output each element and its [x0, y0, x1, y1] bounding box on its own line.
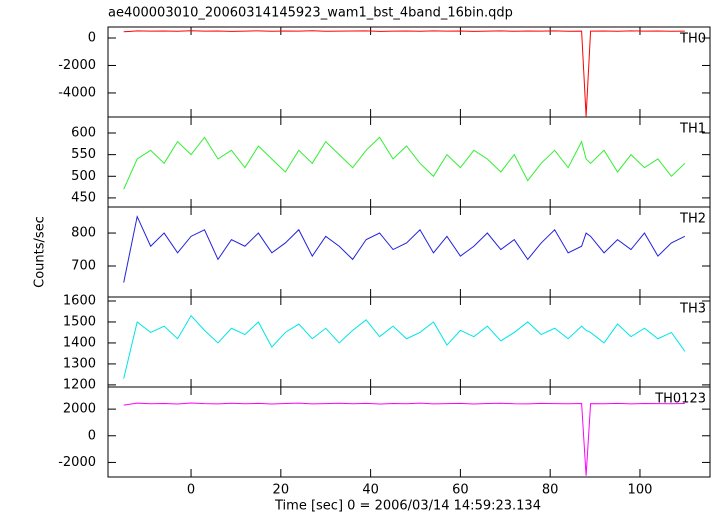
panel-label: TH0	[679, 32, 706, 47]
y-tick-label: 0	[88, 428, 96, 443]
x-tick-label: 20	[273, 483, 290, 498]
chart-title: ae400003010_20060314145923_wam1_bst_4ban…	[108, 6, 513, 21]
y-tick-label: 600	[71, 126, 96, 141]
panel-frame	[107, 116, 711, 208]
y-tick-label: 1200	[63, 377, 96, 392]
y-tick-label: 1500	[63, 314, 96, 329]
y-tick-label: 700	[71, 259, 96, 274]
panel-label: TH2	[679, 212, 706, 227]
x-tick-label: 100	[628, 483, 653, 498]
panel-frame	[107, 26, 711, 118]
y-tick-label: 550	[71, 147, 96, 162]
panel-label: TH0123	[654, 392, 706, 407]
y-tick-label: -2000	[58, 58, 96, 73]
panel-label: TH1	[679, 122, 706, 137]
panel-frame	[107, 206, 711, 298]
y-tick-label: 2000	[63, 402, 96, 417]
x-tick-label: 0	[187, 483, 195, 498]
y-tick-label: -2000	[58, 455, 96, 470]
x-tick-label: 80	[542, 483, 559, 498]
y-tick-label: -4000	[58, 85, 96, 100]
x-tick-label: 60	[452, 483, 469, 498]
y-tick-label: 0	[88, 30, 96, 45]
panel-frame	[107, 296, 711, 388]
y-tick-label: 1600	[63, 293, 96, 308]
panel-label: TH3	[679, 302, 706, 317]
x-axis-label: Time [sec] 0 = 2006/03/14 14:59:23.134	[274, 499, 541, 514]
y-axis-label: Counts/sec	[33, 216, 48, 288]
y-tick-label: 500	[71, 169, 96, 184]
y-tick-label: 800	[71, 226, 96, 241]
x-tick-label: 40	[362, 483, 379, 498]
light-curve	[123, 136, 686, 190]
y-tick-label: 450	[71, 190, 96, 205]
y-tick-label: 1400	[63, 335, 96, 350]
light-curve	[123, 314, 686, 379]
panel-frame	[107, 386, 711, 478]
light-curve	[123, 30, 685, 117]
light-curve	[123, 214, 686, 283]
y-tick-label: 1300	[63, 356, 96, 371]
light-curve	[123, 402, 685, 476]
